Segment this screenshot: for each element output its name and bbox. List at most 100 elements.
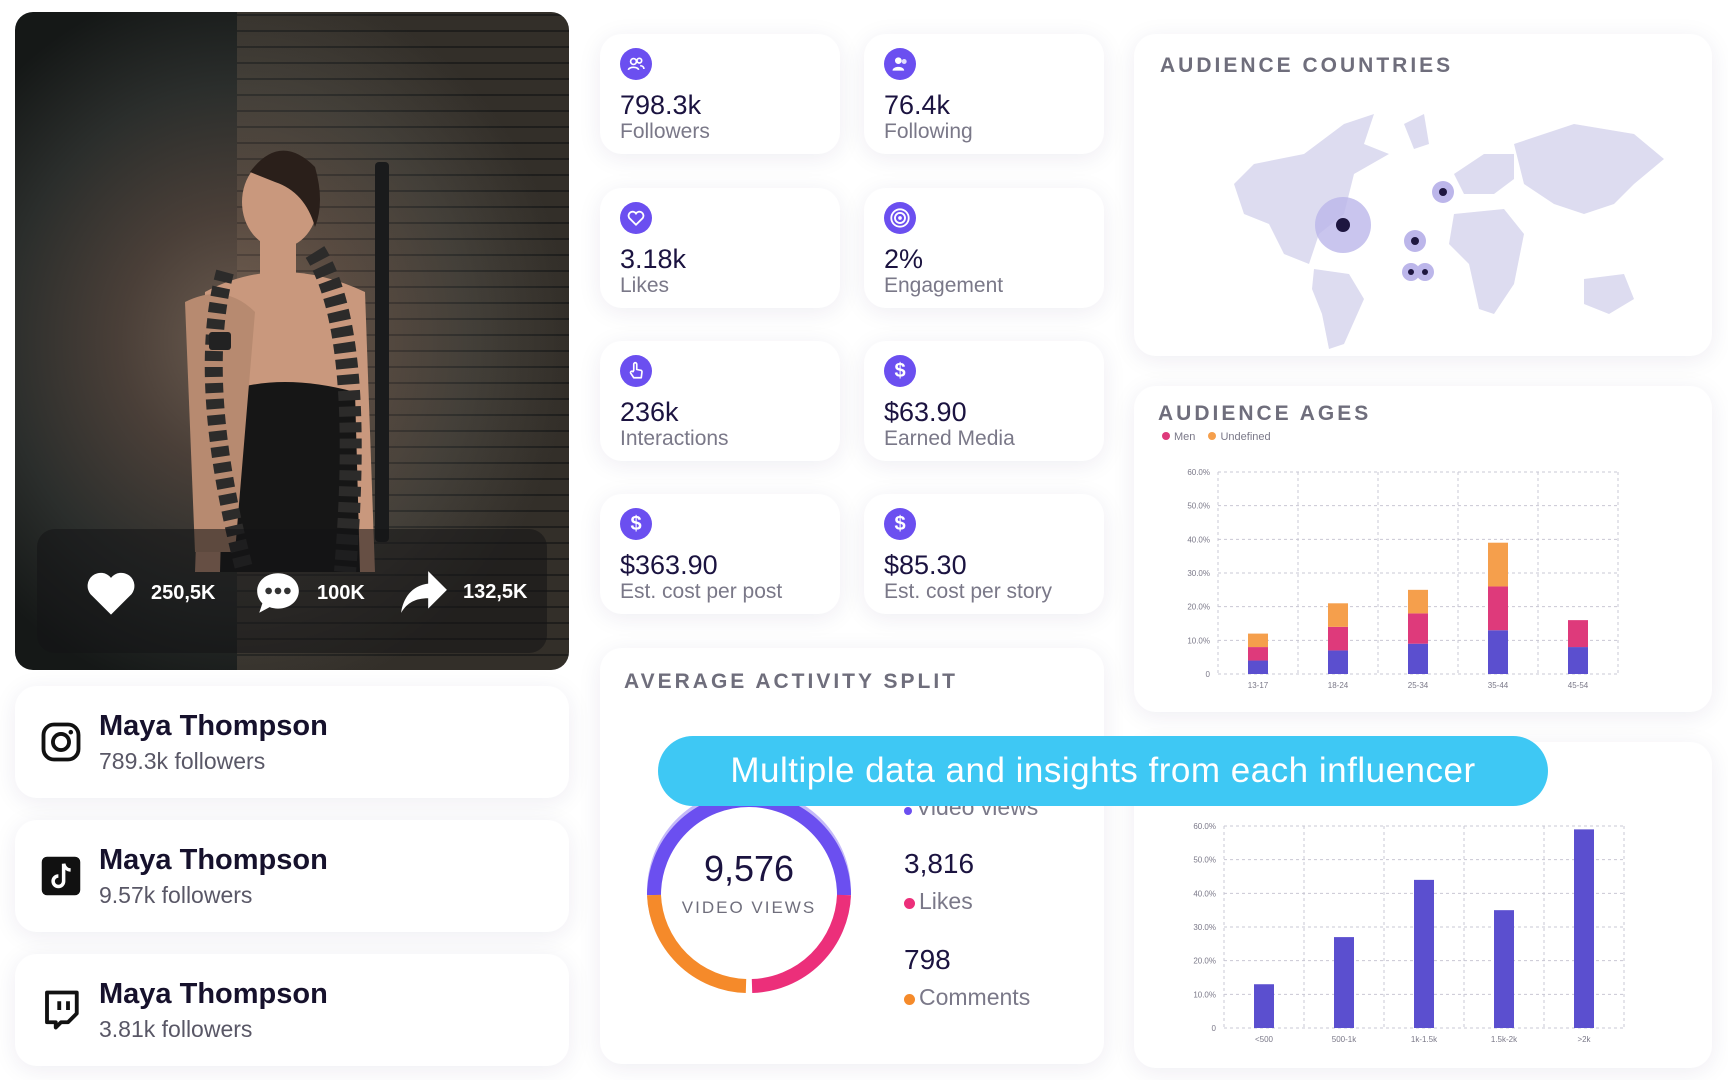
x-tick-label: >2k — [1577, 1035, 1591, 1044]
y-tick-label: 0 — [1206, 670, 1211, 679]
profile-followers: 789.3k followers — [99, 748, 266, 774]
y-tick-label: 30.0% — [1193, 923, 1216, 932]
share-icon — [401, 571, 447, 613]
likes-value: 3,816 — [904, 848, 975, 879]
video-views-dot — [904, 807, 912, 815]
metric-following: 76.4k Following — [864, 34, 1104, 154]
activity-split-card: AVERAGE ACTIVITY SPLIT 9,576 VIDEO VIEWS… — [600, 648, 1104, 1064]
men-legend-dot — [1162, 432, 1170, 440]
profile-name: Maya Thompson — [99, 978, 328, 1010]
metric-label: Est. cost per post — [620, 580, 783, 603]
bar-segment — [1488, 630, 1508, 674]
x-tick-label: 18-24 — [1328, 681, 1349, 690]
heart-icon — [620, 202, 652, 234]
x-tick-label: 500-1k — [1332, 1035, 1357, 1044]
activity-donut — [647, 789, 851, 993]
metric-label: Earned Media — [884, 427, 1015, 450]
bar — [1574, 829, 1594, 1028]
audience-ages-chart: 60.0% 50.0% 40.0% 30.0% 20.0% 10.0% 0 13-17 18-2… — [1187, 468, 1619, 690]
metric-label: Interactions — [620, 427, 729, 450]
bar-segment — [1488, 542, 1508, 587]
metric-label: Following — [884, 120, 973, 143]
metric-likes: 3.18k Likes — [600, 188, 840, 308]
audience-countries-card: AUDIENCE COUNTRIES — [1134, 34, 1712, 356]
bar — [1414, 879, 1434, 1028]
y-tick-label: 10.0% — [1187, 636, 1210, 645]
post-stats-bar: 250,5K 100K 132,5K — [37, 529, 547, 653]
x-tick-label: 45-54 — [1568, 681, 1589, 690]
bar-segment — [1248, 633, 1268, 648]
y-tick-label: 10.0% — [1193, 990, 1216, 999]
profile-followers: 9.57k followers — [99, 882, 253, 908]
undefined-legend-dot — [1208, 432, 1217, 440]
tiktok-profile-card[interactable]: Maya Thompson 9.57k followers — [15, 820, 569, 932]
bar-segment — [1408, 613, 1428, 644]
metric-label: Engagement — [884, 274, 1004, 297]
profile-followers: 3.81k followers — [99, 1016, 253, 1042]
twitch-icon — [45, 990, 79, 1030]
metric-label: Likes — [620, 274, 670, 297]
metric-engagement: 2% Engagement — [864, 188, 1104, 308]
comments-legend: Comments — [904, 984, 1030, 1011]
ages-title: AUDIENCE AGES — [1158, 402, 1372, 425]
y-tick-label: 40.0% — [1187, 535, 1210, 544]
undefined-legend-label: Undefined — [1220, 431, 1271, 443]
likes-stat: 250,5K — [85, 569, 216, 617]
user-icon — [884, 48, 916, 80]
likes-legend: Likes — [904, 888, 973, 915]
metric-earned-media: $ $63.90 Earned Media — [864, 341, 1104, 461]
y-tick-label: 20.0% — [1187, 603, 1210, 612]
bar-segment — [1328, 626, 1348, 651]
comment-icon — [257, 573, 299, 613]
shares-stat: 132,5K — [399, 569, 528, 615]
y-tick-label: 40.0% — [1193, 889, 1216, 898]
y-tick-label: 50.0% — [1193, 856, 1216, 865]
instagram-profile-card[interactable]: Maya Thompson 789.3k followers — [15, 686, 569, 798]
comments-stat: 100K — [253, 569, 365, 617]
y-tick-label: 60.0% — [1193, 822, 1216, 831]
x-tick-label: <500 — [1255, 1035, 1274, 1044]
bar-segment — [1328, 603, 1348, 627]
bar-segment — [1408, 589, 1428, 614]
metric-interactions: 236k Interactions — [600, 341, 840, 461]
likes-dot — [904, 898, 915, 909]
users-icon — [620, 48, 652, 80]
metric-value: 236k — [620, 397, 679, 427]
metric-value: 798.3k — [620, 90, 702, 120]
insights-banner: Multiple data and insights from each inf… — [658, 736, 1548, 806]
heart-icon — [87, 572, 135, 615]
comments-value: 798 — [904, 944, 951, 975]
x-tick-label: 1.5k-2k — [1491, 1035, 1518, 1044]
gym-rack — [375, 162, 389, 542]
influencer-photo: 250,5K 100K 132,5K — [15, 12, 569, 670]
engagement-distribution-chart: 60.0% 50.0% 40.0% 30.0% 20.0% 10.0% 0 <500 500-1… — [1193, 822, 1625, 1044]
metric-followers: 798.3k Followers — [600, 34, 840, 154]
comments-label: Comments — [919, 984, 1031, 1010]
likes-label: Likes — [919, 888, 973, 914]
metric-value: $85.30 — [884, 550, 967, 580]
athlete-figure — [185, 150, 375, 572]
donut-label: VIDEO VIEWS — [681, 898, 817, 917]
instagram-icon — [41, 722, 81, 762]
bar-segment — [1568, 647, 1588, 674]
twitch-profile-card[interactable]: Maya Thompson 3.81k followers — [15, 954, 569, 1066]
metric-cost-per-post: $ $363.90 Est. cost per post — [600, 494, 840, 614]
dollar-icon: $ — [884, 355, 916, 387]
y-tick-label: 20.0% — [1193, 957, 1216, 966]
activity-title: AVERAGE ACTIVITY SPLIT — [624, 670, 958, 693]
bar-segment — [1328, 650, 1348, 674]
y-tick-label: 0 — [1212, 1024, 1217, 1033]
comments-count: 100K — [317, 581, 365, 604]
men-legend-label: Men — [1174, 431, 1196, 443]
hand-pointer-icon — [620, 355, 652, 387]
metric-value: $363.90 — [620, 550, 718, 580]
x-tick-label: 35-44 — [1488, 681, 1509, 690]
ages-legend: Men Undefined — [1162, 431, 1271, 443]
countries-title: AUDIENCE COUNTRIES — [1160, 54, 1454, 77]
metric-value: 2% — [884, 244, 924, 274]
metric-cost-per-story: $ $85.30 Est. cost per story — [864, 494, 1104, 614]
metric-value: $63.90 — [884, 397, 967, 427]
comments-dot — [904, 994, 915, 1005]
y-tick-label: 60.0% — [1187, 468, 1210, 477]
likes-count: 250,5K — [151, 581, 216, 604]
